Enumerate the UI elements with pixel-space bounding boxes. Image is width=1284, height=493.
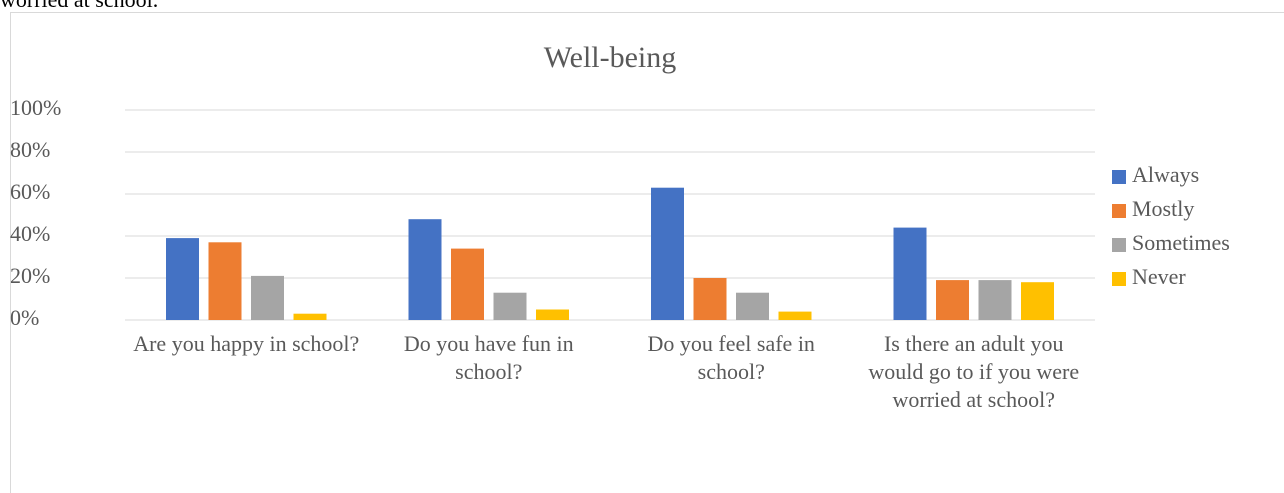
legend-swatch	[1112, 204, 1126, 218]
bar	[451, 248, 484, 320]
bar	[651, 187, 684, 320]
bar	[408, 219, 442, 320]
y-tick-label: 60%	[10, 179, 50, 204]
x-tick-label: Do you feel safe in school?	[647, 331, 815, 384]
legend-label: Mostly	[1132, 196, 1194, 221]
legend-label: Always	[1132, 162, 1199, 187]
bar	[293, 313, 327, 320]
header-text: worried at school.	[0, 0, 158, 13]
chart-frame	[10, 12, 1284, 493]
y-tick-label: 20%	[10, 263, 50, 288]
y-tick-label: 100%	[10, 95, 61, 120]
x-tick-label: Are you happy in school?	[133, 331, 360, 356]
legend-label: Never	[1132, 264, 1186, 289]
y-tick-label: 0%	[10, 305, 39, 330]
x-tick-label: Is there an adult you would go to if you…	[868, 331, 1080, 412]
legend-swatch	[1112, 272, 1126, 286]
bar	[1021, 282, 1054, 320]
chart-title: Well-being	[544, 41, 677, 74]
bar	[778, 311, 812, 320]
bar	[208, 242, 242, 320]
bar	[536, 309, 569, 320]
legend-swatch	[1112, 170, 1126, 184]
y-tick-label: 80%	[10, 137, 50, 162]
y-tick-label: 40%	[10, 221, 50, 246]
bar	[493, 292, 527, 320]
bar	[166, 238, 199, 320]
legend-swatch	[1112, 238, 1126, 252]
bar	[936, 280, 969, 320]
x-tick-label: Do you have fun in school?	[403, 331, 574, 384]
legend-label: Sometimes	[1132, 230, 1230, 255]
bar	[978, 280, 1012, 320]
bar	[693, 278, 727, 320]
bar	[893, 227, 927, 320]
bar	[251, 275, 284, 320]
bar	[736, 292, 769, 320]
